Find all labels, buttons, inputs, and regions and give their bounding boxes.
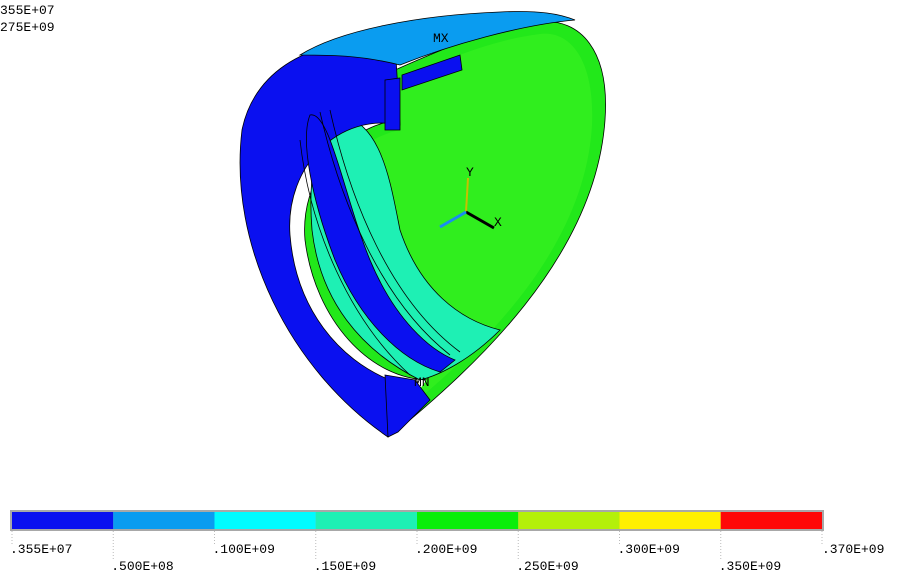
legend-label: .500E+08	[111, 559, 173, 573]
page: 355E+07 275E+09 MX MN Y X .355E+07 .500E+…	[0, 0, 910, 573]
legend-swatch	[620, 512, 721, 529]
result-view: 355E+07 275E+09 MX MN Y X .355E+07 .500E+…	[0, 0, 910, 573]
legend-label: .200E+09	[415, 542, 477, 557]
legend-label: .250E+09	[516, 559, 578, 573]
legend-label: .150E+09	[314, 559, 376, 573]
legend: .355E+07 .500E+08 .100E+09 .150E+09 .200E+09…	[10, 510, 884, 573]
legend-swatch	[417, 512, 518, 529]
triad-x-label: X	[494, 215, 502, 230]
legend-swatch	[12, 512, 113, 529]
legend-swatch	[518, 512, 619, 529]
legend-label: .100E+09	[213, 542, 275, 557]
legend-swatch	[721, 512, 822, 529]
header-line: 275E+09	[0, 20, 55, 35]
header-line: 355E+07	[0, 3, 55, 18]
legend-swatch	[215, 512, 316, 529]
legend-label: .300E+09	[618, 542, 680, 557]
min-label: MN	[414, 375, 430, 390]
legend-swatch	[316, 512, 417, 529]
legend-label: .350E+09	[719, 559, 781, 573]
legend-label: .370E+09	[822, 542, 884, 557]
legend-swatch	[113, 512, 214, 529]
max-label: MX	[433, 31, 449, 46]
legend-label: .355E+07	[10, 542, 72, 557]
model	[240, 11, 606, 437]
triad-y-label: Y	[466, 165, 474, 180]
